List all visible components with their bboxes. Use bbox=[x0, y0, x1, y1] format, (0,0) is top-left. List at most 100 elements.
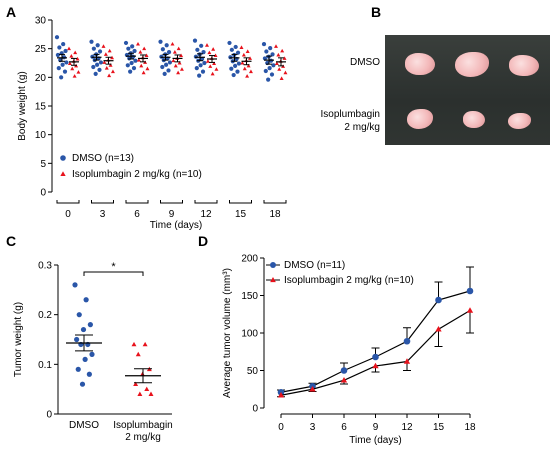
a-group-bracket-0 bbox=[56, 200, 80, 204]
a-point-s1-g5-p0 bbox=[239, 45, 244, 49]
a-point-s0-g3-p2 bbox=[160, 47, 165, 52]
d-series-line-0 bbox=[280, 290, 471, 393]
a-point-s1-g0-p0 bbox=[67, 46, 71, 51]
a-y-tick-label-3: 15 bbox=[35, 102, 47, 113]
a-x-tick-label-5: 15 bbox=[235, 209, 247, 220]
c-point-s1-p5 bbox=[133, 381, 139, 387]
c-y-tick-label-1: 0.1 bbox=[38, 360, 52, 371]
a-point-s1-g5-p2 bbox=[241, 52, 246, 57]
a-point-s0-g4-p3 bbox=[201, 50, 206, 55]
d-y-tick-label-2: 100 bbox=[241, 329, 258, 340]
a-point-s1-g2-p8 bbox=[145, 66, 150, 71]
a-point-s0-g2-p3 bbox=[132, 48, 137, 54]
a-point-s1-g6-p7 bbox=[277, 67, 282, 71]
a-point-s0-g2-p2 bbox=[126, 46, 131, 51]
a-point-s1-g5-p8 bbox=[248, 69, 253, 74]
a-y-tick-label-5: 25 bbox=[35, 44, 47, 55]
d-x-tick-label-0: 0 bbox=[278, 422, 284, 433]
c-x-tick-label-0-0: DMSO bbox=[69, 420, 99, 431]
a-point-s0-g6-p2 bbox=[264, 49, 269, 54]
a-point-s1-g5-p3 bbox=[248, 56, 253, 60]
c-y-tick-label-2: 0.2 bbox=[38, 310, 52, 321]
d-point-s1-p6 bbox=[466, 307, 474, 313]
a-point-s1-g6-p8 bbox=[283, 70, 288, 75]
a-x-tick-label-4: 12 bbox=[200, 209, 212, 220]
a-group-bracket-1 bbox=[91, 200, 114, 204]
a-point-s0-g1-p0 bbox=[89, 39, 94, 44]
c-point-s1-p4 bbox=[140, 371, 145, 377]
a-point-s0-g4-p1 bbox=[199, 43, 204, 48]
a-point-s1-g6-p5 bbox=[274, 61, 279, 66]
d-point-s1-p1 bbox=[309, 385, 316, 392]
a-y-tick-label-2: 10 bbox=[35, 130, 47, 141]
a-point-s0-g2-p8 bbox=[133, 58, 138, 63]
a-point-s0-g6-p12 bbox=[266, 77, 271, 82]
c-significance-label: * bbox=[111, 261, 116, 273]
a-point-s1-g5-p5 bbox=[240, 60, 245, 65]
a-x-axis-label: Time (days) bbox=[150, 220, 202, 231]
c-significance-bracket bbox=[83, 271, 144, 276]
c-point-s0-p3 bbox=[87, 322, 93, 328]
a-y-tick-label-1: 5 bbox=[40, 159, 46, 170]
a-point-s1-g2-p9 bbox=[141, 70, 146, 75]
a-x-tick-label-6: 18 bbox=[269, 209, 281, 220]
chart-a-body-weight: 0 5 10 15 20 25 30 Body weight (g) 0 3 6 9 12 15 18 Tim… bbox=[17, 16, 288, 231]
c-point-s1-p8 bbox=[148, 391, 154, 396]
chart-d-tumor-volume: 0 50 100 150 200 Average tumor volume (mm³) 0 3… bbox=[222, 254, 476, 447]
a-point-s0-g5-p3 bbox=[235, 50, 241, 55]
tumor-photo bbox=[385, 35, 550, 145]
a-point-s0-g2-p0 bbox=[123, 40, 129, 46]
a-legend-label-1: Isoplumbagin 2 mg/kg (n=10) bbox=[72, 169, 202, 180]
a-point-s0-g0-p12 bbox=[59, 75, 64, 80]
d-x-tick-label-1: 3 bbox=[310, 422, 316, 433]
a-point-s0-g4-p6 bbox=[199, 56, 205, 62]
a-point-s0-g4-p11 bbox=[200, 69, 206, 74]
photo-label-isoplumbagin: Isoplumbagin 2 mg/kg bbox=[320, 109, 380, 133]
a-point-s0-g0-p0 bbox=[54, 35, 60, 40]
a-point-s1-g5-p7 bbox=[242, 66, 247, 71]
a-point-s0-g0-p5 bbox=[55, 52, 61, 58]
a-point-s0-g1-p8 bbox=[98, 60, 104, 65]
a-point-s1-g4-p2 bbox=[207, 50, 212, 55]
c-point-s0-p8 bbox=[89, 351, 95, 357]
a-point-s1-g3-p3 bbox=[179, 53, 184, 58]
a-point-s0-g2-p11 bbox=[131, 66, 137, 71]
d-legend-label-1: Isoplumbagin 2 mg/kg (n=10) bbox=[284, 275, 414, 286]
panel-label-c: C bbox=[6, 233, 16, 249]
c-point-s0-p0 bbox=[72, 282, 78, 288]
a-point-s1-g2-p5 bbox=[136, 58, 141, 62]
a-point-s0-g3-p1 bbox=[164, 43, 169, 48]
d-point-s0-p6 bbox=[466, 287, 474, 295]
panel-label-d: D bbox=[198, 233, 208, 249]
d-legend-label-0: DMSO (n=11) bbox=[284, 260, 345, 271]
a-x-tick-label-0: 0 bbox=[65, 209, 71, 220]
a-point-s0-g1-p1 bbox=[95, 43, 100, 48]
a-point-s0-g1-p12 bbox=[93, 71, 98, 76]
a-point-s0-g0-p1 bbox=[61, 41, 66, 47]
d-x-tick-label-2: 6 bbox=[341, 422, 347, 433]
d-legend-marker-1 bbox=[270, 277, 276, 283]
a-point-s1-g2-p0 bbox=[136, 41, 140, 46]
d-y-tick-label-1: 50 bbox=[247, 366, 259, 377]
a-point-s1-g5-p1 bbox=[245, 49, 250, 54]
c-point-s1-p2 bbox=[135, 351, 141, 357]
a-point-s0-g5-p2 bbox=[229, 47, 234, 52]
a-point-s0-g6-p9 bbox=[267, 66, 272, 71]
c-point-s0-p5 bbox=[74, 336, 80, 343]
a-y-axis-label: Body weight (g) bbox=[17, 71, 28, 140]
a-point-s0-g6-p10 bbox=[263, 68, 268, 74]
d-point-s1-p3 bbox=[372, 362, 379, 369]
a-point-s1-g0-p9 bbox=[72, 74, 77, 78]
c-point-s0-p10 bbox=[75, 366, 81, 372]
a-point-s1-g3-p1 bbox=[176, 46, 181, 51]
a-point-s1-g1-p9 bbox=[107, 73, 112, 78]
c-point-s1-p7 bbox=[137, 391, 143, 396]
a-point-s0-g0-p8 bbox=[64, 60, 69, 65]
a-point-s0-g2-p9 bbox=[129, 60, 134, 66]
a-point-s0-g5-p10 bbox=[229, 66, 234, 71]
d-x-axis-label: Time (days) bbox=[349, 435, 401, 446]
c-point-s0-p1 bbox=[83, 297, 89, 303]
a-point-s0-g1-p11 bbox=[97, 67, 102, 72]
d-x-tick-label-3: 9 bbox=[373, 422, 379, 433]
